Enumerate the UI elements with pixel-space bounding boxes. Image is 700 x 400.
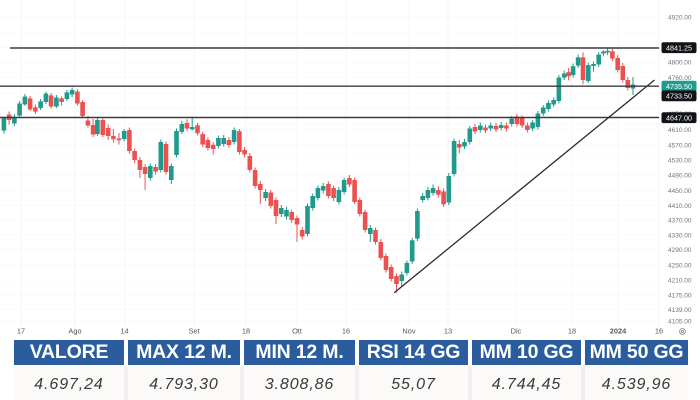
svg-text:4647.00: 4647.00 [666,113,692,122]
svg-text:16: 16 [655,327,663,336]
svg-text:4530.00: 4530.00 [668,158,692,165]
svg-text:4733.50: 4733.50 [666,91,692,100]
svg-text:13: 13 [444,327,452,336]
svg-text:16: 16 [342,327,350,336]
svg-text:4250.00: 4250.00 [668,263,692,270]
svg-text:4410.00: 4410.00 [668,203,692,210]
svg-text:4920.00: 4920.00 [668,15,692,22]
svg-text:Nov: Nov [402,327,415,336]
svg-text:18: 18 [568,327,576,336]
svg-text:4370.00: 4370.00 [668,217,692,224]
svg-text:4290.00: 4290.00 [668,247,692,254]
svg-text:4210.00: 4210.00 [668,278,692,285]
svg-text:4105.00: 4105.00 [668,318,692,325]
svg-text:18: 18 [242,327,250,336]
svg-text:4139.00: 4139.00 [668,307,692,314]
svg-text:4610.00: 4610.00 [668,127,692,134]
svg-text:4450.00: 4450.00 [668,188,692,195]
svg-text:4800.00: 4800.00 [668,60,692,67]
svg-text:4330.00: 4330.00 [668,233,692,240]
svg-text:4175.00: 4175.00 [668,292,692,299]
svg-text:14: 14 [120,327,128,336]
svg-text:Dic: Dic [511,327,522,336]
svg-text:Ago: Ago [68,327,81,336]
svg-text:4735.50: 4735.50 [666,82,692,91]
svg-text:4570.00: 4570.00 [668,142,692,149]
svg-text:2024: 2024 [610,327,627,336]
svg-text:Ott: Ott [292,327,302,336]
svg-text:4490.00: 4490.00 [668,173,692,180]
svg-text:4760.00: 4760.00 [668,75,692,82]
svg-text:17: 17 [17,327,25,336]
svg-text:Set: Set [188,327,199,336]
svg-text:4841.25: 4841.25 [666,43,692,52]
